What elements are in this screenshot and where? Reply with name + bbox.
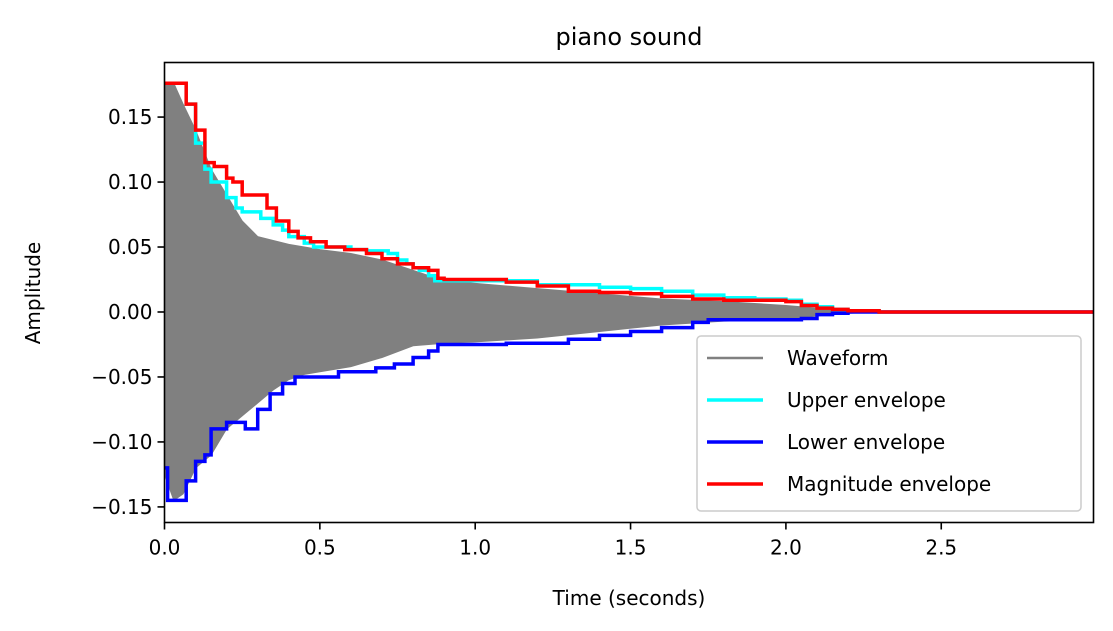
x-tick-label: 2.5 bbox=[925, 536, 957, 560]
x-tick-label: 0.5 bbox=[304, 536, 336, 560]
legend-label: Magnitude envelope bbox=[787, 472, 991, 496]
y-tick-label: −0.10 bbox=[91, 430, 152, 454]
chart-title: piano sound bbox=[556, 23, 703, 51]
legend: Waveform Upper envelope Lower envelope Magn… bbox=[696, 335, 1082, 512]
x-tick-label: 0.0 bbox=[149, 536, 181, 560]
legend-item-lower-envelope: Lower envelope bbox=[707, 430, 945, 454]
x-tick-label: 1.0 bbox=[459, 536, 491, 560]
legend-item-upper-envelope: Upper envelope bbox=[707, 388, 946, 412]
x-axis-title: Time (seconds) bbox=[552, 586, 706, 610]
series-magnitude-envelope bbox=[164, 81, 1094, 314]
y-tick-label: 0.15 bbox=[108, 105, 153, 129]
legend-box bbox=[696, 335, 1082, 512]
x-tick-label: 2.0 bbox=[770, 536, 802, 560]
legend-label: Upper envelope bbox=[787, 388, 946, 412]
plot-area bbox=[164, 81, 1094, 503]
series-lower-envelope bbox=[164, 310, 1094, 503]
y-tick-label: 0.05 bbox=[108, 235, 153, 259]
legend-label: Lower envelope bbox=[787, 430, 945, 454]
y-tick-label: −0.15 bbox=[91, 495, 152, 519]
legend-item-waveform: Waveform bbox=[707, 346, 889, 370]
y-axis-title: Amplitude bbox=[21, 242, 45, 345]
y-tick-label: −0.05 bbox=[91, 365, 152, 389]
plot-frame bbox=[163, 61, 1095, 524]
legend-label: Waveform bbox=[787, 346, 889, 370]
legend-item-magnitude-envelope: Magnitude envelope bbox=[707, 472, 991, 496]
x-tick-label: 1.5 bbox=[615, 536, 647, 560]
axis-ticks: 0.0 0.5 1.0 1.5 2.0 2.5 −0.15 −0.10 −0.05 0.00 0.0… bbox=[91, 105, 957, 559]
y-tick-label: 0.00 bbox=[108, 300, 153, 324]
y-tick-label: 0.10 bbox=[108, 170, 153, 194]
